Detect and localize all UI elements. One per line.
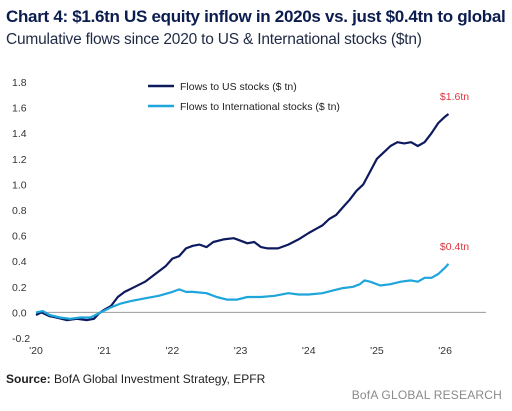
y-tick-label: 0.0	[12, 307, 27, 319]
x-tick-label: '25	[370, 345, 384, 357]
x-tick-label: '26	[438, 345, 452, 357]
y-tick-label: -0.2	[12, 333, 30, 345]
end-label-international: $0.4tn	[440, 241, 469, 253]
x-tick-label: '24	[302, 345, 316, 357]
x-tick-label: '23	[234, 345, 248, 357]
y-tick-label: 1.6	[12, 103, 27, 115]
source-label: Source:	[6, 372, 51, 386]
y-tick-label: 1.8	[12, 77, 27, 89]
line-chart: -0.2 0.0 0.2 0.4 0.6 0.8 1.0 1.2 1.4 1.6 1.8 '20 '21…	[12, 77, 486, 357]
y-tick-label: 0.4	[12, 256, 27, 268]
legend-label-us: Flows to US stocks ($ tn)	[180, 81, 297, 93]
x-tick-label: '20	[29, 345, 43, 357]
series-line-international	[35, 263, 450, 320]
y-tick-label: 1.2	[12, 154, 27, 166]
legend-label-international: Flows to International stocks ($ tn)	[180, 101, 340, 113]
y-tick-label: 0.6	[12, 231, 27, 243]
brand-logo-text: BofA GLOBAL RESEARCH	[351, 388, 502, 402]
source-text: BofA Global Investment Strategy, EPFR	[50, 372, 266, 386]
y-tick-label: 0.2	[12, 282, 27, 294]
y-tick-label: 0.8	[12, 205, 27, 217]
y-tick-label: 1.4	[12, 128, 27, 140]
series-line-us	[35, 113, 450, 322]
y-tick-label: 1.0	[12, 179, 27, 191]
x-tick-label: '21	[97, 345, 111, 357]
end-label-us: $1.6tn	[440, 91, 469, 103]
page-title: Chart 4: $1.6tn US equity inflow in 2020…	[6, 7, 506, 26]
x-tick-label: '22	[166, 345, 180, 357]
page-subtitle: Cumulative flows since 2020 to US & Inte…	[6, 31, 422, 48]
source-note: Source: BofA Global Investment Strategy,…	[6, 372, 265, 386]
